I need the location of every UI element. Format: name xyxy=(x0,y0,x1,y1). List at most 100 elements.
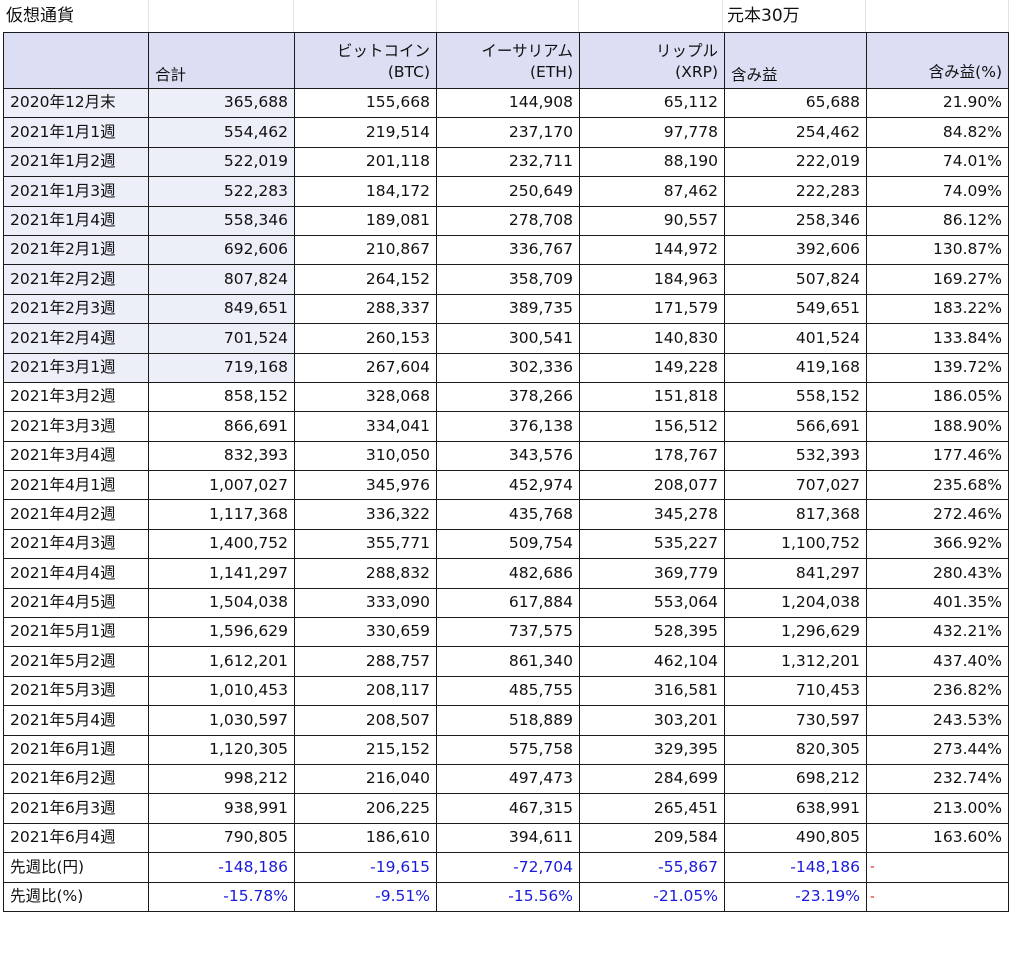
gain-cell[interactable]: 65,688 xyxy=(724,87,867,119)
btc-cell[interactable]: 186,610 xyxy=(294,822,437,854)
eth-cell[interactable]: 389,735 xyxy=(436,293,580,325)
header-gain-pct[interactable]: 含み益(%) xyxy=(866,32,1009,89)
gain-cell[interactable]: 1,204,038 xyxy=(724,587,867,619)
btc-cell[interactable]: 206,225 xyxy=(294,793,437,824)
xrp-cell[interactable]: 151,818 xyxy=(579,381,725,413)
summary-gain-pct-cell[interactable]: - xyxy=(866,852,1009,883)
xrp-cell[interactable]: 144,972 xyxy=(579,234,725,266)
summary-label-cell[interactable]: 先週比(円) xyxy=(3,852,149,883)
gain-pct-cell[interactable]: 188.90% xyxy=(866,411,1009,442)
eth-cell[interactable]: 737,575 xyxy=(436,617,580,648)
gain-pct-cell[interactable]: 213.00% xyxy=(866,793,1009,824)
period-cell[interactable]: 2021年5月2週 xyxy=(3,646,149,677)
summary-gain-pct-cell[interactable]: - xyxy=(866,881,1009,912)
period-cell[interactable]: 2021年5月4週 xyxy=(3,705,149,736)
gain-cell[interactable]: 532,393 xyxy=(724,440,867,472)
eth-cell[interactable]: 232,711 xyxy=(436,146,580,178)
xrp-cell[interactable]: 88,190 xyxy=(579,146,725,178)
header-gain[interactable]: 含み益 xyxy=(724,32,867,89)
gain-pct-cell[interactable]: 366.92% xyxy=(866,528,1009,560)
xrp-cell[interactable]: 149,228 xyxy=(579,352,725,383)
total-cell[interactable]: 365,688 xyxy=(148,87,295,119)
xrp-cell[interactable]: 316,581 xyxy=(579,675,725,707)
sheet-title[interactable]: 仮想通貨 xyxy=(6,6,74,26)
period-cell[interactable]: 2021年5月1週 xyxy=(3,617,149,648)
total-cell[interactable]: 558,346 xyxy=(148,205,295,236)
period-cell[interactable]: 2021年1月1週 xyxy=(3,117,149,148)
gain-cell[interactable]: 707,027 xyxy=(724,470,867,501)
summary-eth-cell[interactable]: -72,704 xyxy=(436,852,580,883)
btc-cell[interactable]: 334,041 xyxy=(294,411,437,442)
btc-cell[interactable]: 288,337 xyxy=(294,293,437,325)
eth-cell[interactable]: 482,686 xyxy=(436,558,580,589)
btc-cell[interactable]: 260,153 xyxy=(294,323,437,354)
eth-cell[interactable]: 237,170 xyxy=(436,117,580,148)
xrp-cell[interactable]: 184,963 xyxy=(579,264,725,295)
xrp-cell[interactable]: 90,557 xyxy=(579,205,725,236)
btc-cell[interactable]: 219,514 xyxy=(294,117,437,148)
eth-cell[interactable]: 343,576 xyxy=(436,440,580,472)
eth-cell[interactable]: 358,709 xyxy=(436,264,580,295)
header-period[interactable] xyxy=(3,32,149,89)
xrp-cell[interactable]: 65,112 xyxy=(579,87,725,119)
total-cell[interactable]: 692,606 xyxy=(148,234,295,266)
xrp-cell[interactable]: 156,512 xyxy=(579,411,725,442)
xrp-cell[interactable]: 303,201 xyxy=(579,705,725,736)
xrp-cell[interactable]: 284,699 xyxy=(579,763,725,795)
summary-xrp-cell[interactable]: -21.05% xyxy=(579,881,725,912)
total-cell[interactable]: 1,400,752 xyxy=(148,528,295,560)
period-cell[interactable]: 2021年1月2週 xyxy=(3,146,149,178)
total-cell[interactable]: 554,462 xyxy=(148,117,295,148)
total-cell[interactable]: 1,504,038 xyxy=(148,587,295,619)
eth-cell[interactable]: 278,708 xyxy=(436,205,580,236)
xrp-cell[interactable]: 345,278 xyxy=(579,499,725,530)
eth-cell[interactable]: 435,768 xyxy=(436,499,580,530)
gain-cell[interactable]: 730,597 xyxy=(724,705,867,736)
gain-pct-cell[interactable]: 84.82% xyxy=(866,117,1009,148)
btc-cell[interactable]: 288,757 xyxy=(294,646,437,677)
xrp-cell[interactable]: 553,064 xyxy=(579,587,725,619)
btc-cell[interactable]: 310,050 xyxy=(294,440,437,472)
total-cell[interactable]: 790,805 xyxy=(148,822,295,854)
xrp-cell[interactable]: 209,584 xyxy=(579,822,725,854)
summary-total-cell[interactable]: -15.78% xyxy=(148,881,295,912)
total-cell[interactable]: 866,691 xyxy=(148,411,295,442)
gain-pct-cell[interactable]: 243.53% xyxy=(866,705,1009,736)
gain-pct-cell[interactable]: 186.05% xyxy=(866,381,1009,413)
btc-cell[interactable]: 288,832 xyxy=(294,558,437,589)
xrp-cell[interactable]: 329,395 xyxy=(579,734,725,765)
period-cell[interactable]: 2021年3月1週 xyxy=(3,352,149,383)
xrp-cell[interactable]: 178,767 xyxy=(579,440,725,472)
gain-pct-cell[interactable]: 169.27% xyxy=(866,264,1009,295)
gain-cell[interactable]: 558,152 xyxy=(724,381,867,413)
header-total[interactable]: 合計 xyxy=(148,32,295,89)
total-cell[interactable]: 522,019 xyxy=(148,146,295,178)
period-cell[interactable]: 2021年6月1週 xyxy=(3,734,149,765)
gain-cell[interactable]: 566,691 xyxy=(724,411,867,442)
summary-btc-cell[interactable]: -9.51% xyxy=(294,881,437,912)
total-cell[interactable]: 1,007,027 xyxy=(148,470,295,501)
eth-cell[interactable]: 452,974 xyxy=(436,470,580,501)
gain-cell[interactable]: 1,296,629 xyxy=(724,617,867,648)
eth-cell[interactable]: 485,755 xyxy=(436,675,580,707)
xrp-cell[interactable]: 140,830 xyxy=(579,323,725,354)
gain-pct-cell[interactable]: 130.87% xyxy=(866,234,1009,266)
total-cell[interactable]: 701,524 xyxy=(148,323,295,354)
btc-cell[interactable]: 336,322 xyxy=(294,499,437,530)
xrp-cell[interactable]: 97,778 xyxy=(579,117,725,148)
gain-cell[interactable]: 841,297 xyxy=(724,558,867,589)
gain-cell[interactable]: 419,168 xyxy=(724,352,867,383)
gain-cell[interactable]: 1,100,752 xyxy=(724,528,867,560)
header-xrp[interactable]: リップル (XRP) xyxy=(579,32,725,89)
xrp-cell[interactable]: 535,227 xyxy=(579,528,725,560)
btc-cell[interactable]: 201,118 xyxy=(294,146,437,178)
gain-cell[interactable]: 258,346 xyxy=(724,205,867,236)
xrp-cell[interactable]: 369,779 xyxy=(579,558,725,589)
btc-cell[interactable]: 328,068 xyxy=(294,381,437,413)
eth-cell[interactable]: 518,889 xyxy=(436,705,580,736)
eth-cell[interactable]: 378,266 xyxy=(436,381,580,413)
total-cell[interactable]: 1,596,629 xyxy=(148,617,295,648)
gain-cell[interactable]: 698,212 xyxy=(724,763,867,795)
gain-pct-cell[interactable]: 177.46% xyxy=(866,440,1009,472)
btc-cell[interactable]: 333,090 xyxy=(294,587,437,619)
